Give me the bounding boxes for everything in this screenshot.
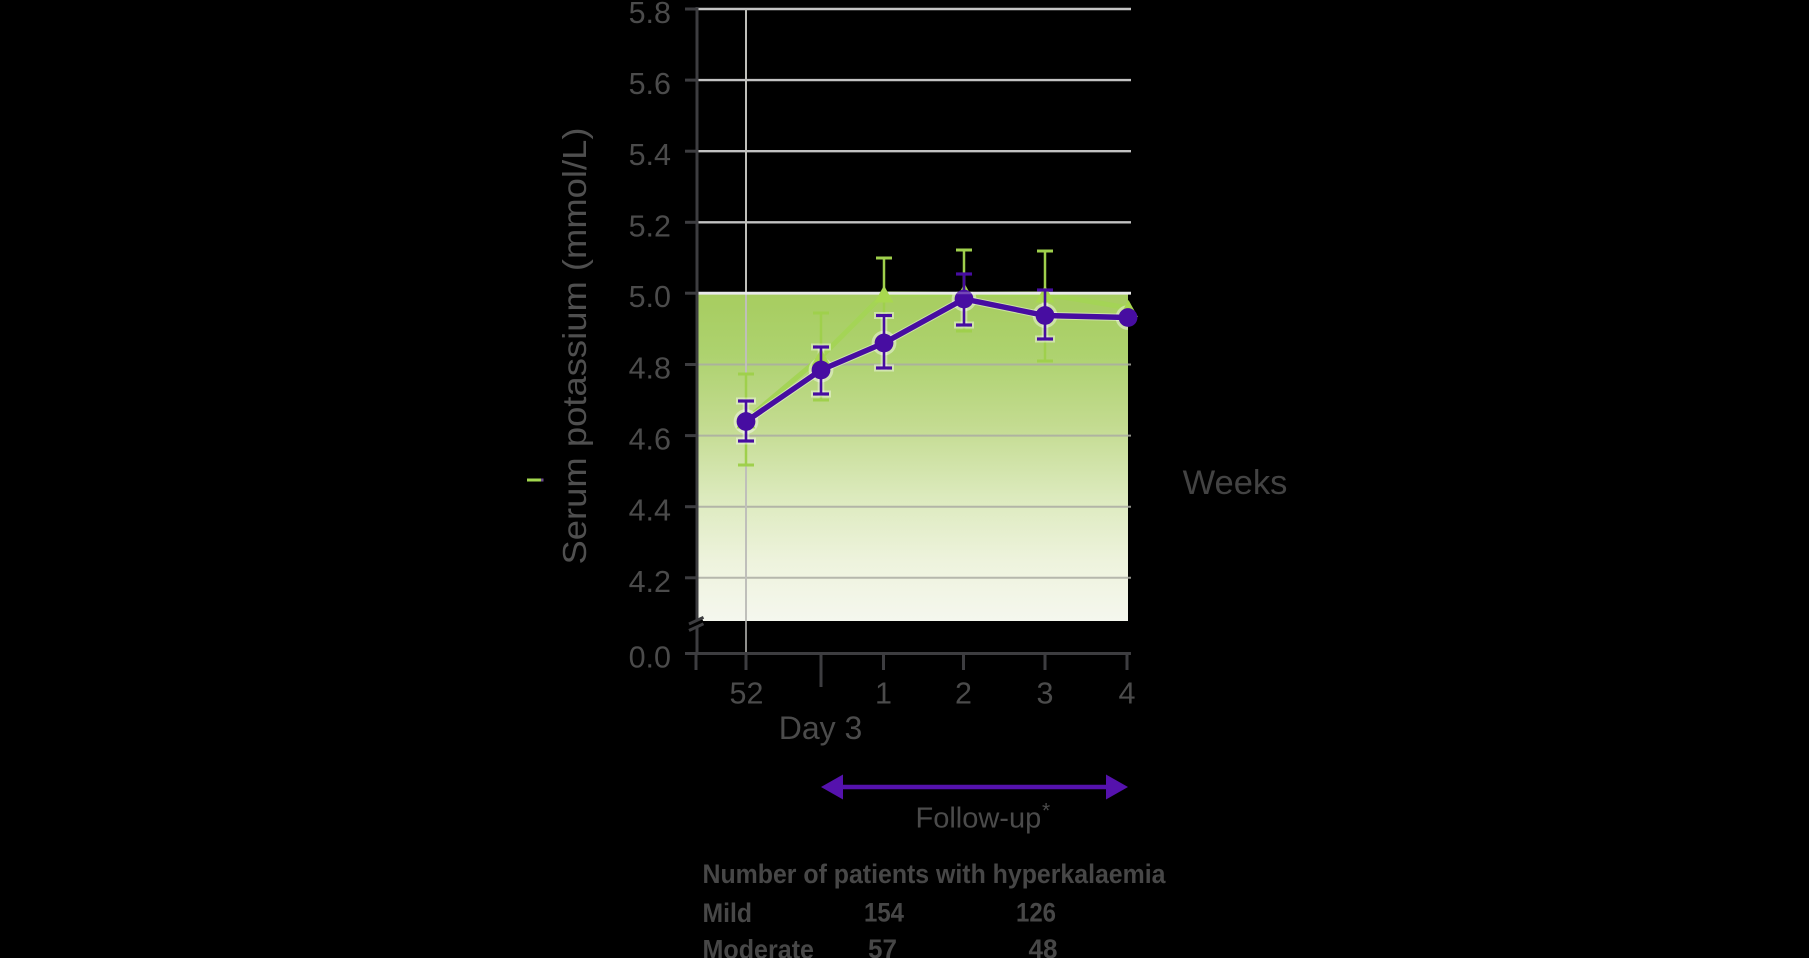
svg-text:4.4: 4.4 [629, 494, 671, 528]
svg-text:3: 3 [1037, 677, 1054, 711]
svg-text:4.6: 4.6 [629, 423, 671, 457]
svg-text:Follow-up: Follow-up [916, 803, 1042, 835]
svg-text:4.8: 4.8 [629, 352, 671, 386]
svg-text:Weeks: Weeks [1183, 464, 1288, 502]
svg-text:Number of patients with hyperk: Number of patients with hyperkalaemia [703, 859, 1167, 889]
svg-text:5.8: 5.8 [629, 0, 671, 30]
svg-text:Serum potassium (mmol/L): Serum potassium (mmol/L) [556, 128, 593, 565]
svg-text:57: 57 [868, 934, 897, 958]
svg-text:1: 1 [875, 677, 892, 711]
svg-text:126: 126 [1016, 898, 1056, 928]
svg-text:0.0: 0.0 [629, 641, 671, 675]
svg-text:52: 52 [730, 677, 764, 711]
svg-text:5.0: 5.0 [629, 280, 671, 314]
svg-text:2: 2 [955, 677, 972, 711]
svg-text:Day 3: Day 3 [779, 710, 863, 746]
svg-text:154: 154 [864, 898, 904, 928]
svg-text:4.2: 4.2 [629, 565, 671, 599]
svg-text:Mild: Mild [703, 898, 753, 928]
svg-text:5.4: 5.4 [629, 138, 671, 172]
svg-text:5.6: 5.6 [629, 67, 671, 101]
svg-text:4: 4 [1119, 677, 1136, 711]
svg-text:5.2: 5.2 [629, 209, 671, 243]
svg-text:*: * [1042, 800, 1050, 823]
svg-text:Moderate: Moderate [703, 935, 815, 958]
svg-text:48: 48 [1029, 934, 1058, 958]
